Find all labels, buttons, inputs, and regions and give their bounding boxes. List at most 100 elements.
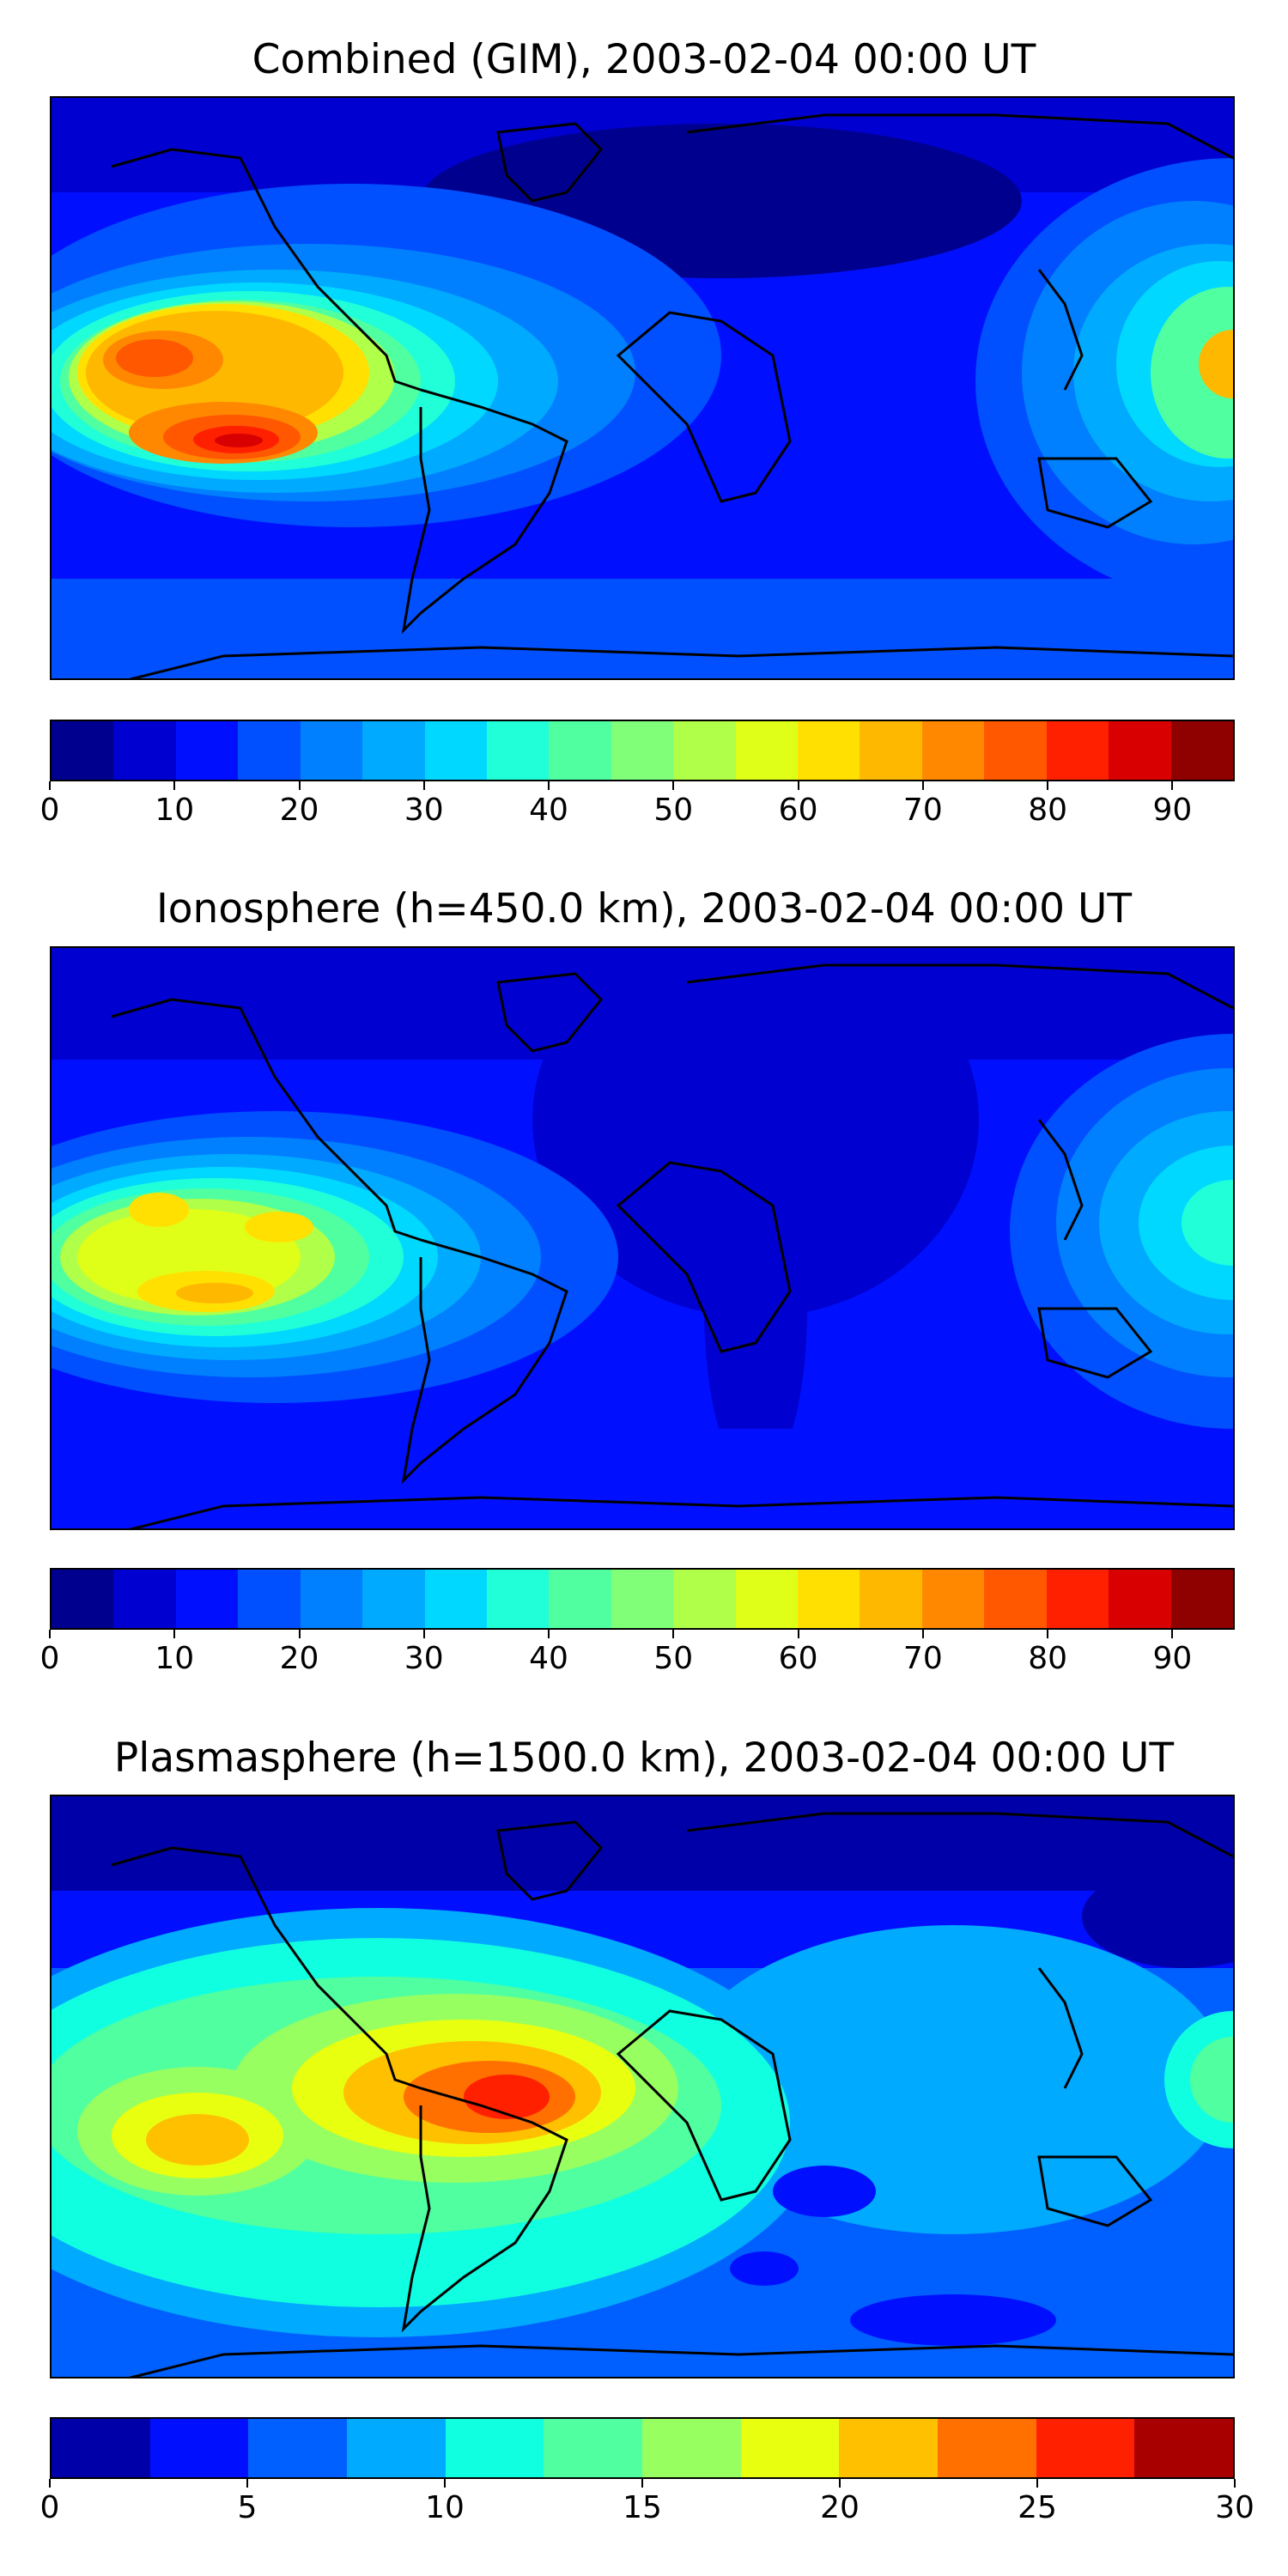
colorbar-segment [424, 721, 487, 780]
panel-1-map [50, 96, 1235, 680]
colorbar-tickmark [672, 1630, 675, 1638]
colorbar-tick-label: 20 [279, 1641, 319, 1676]
colorbar-tick-label: 50 [653, 1641, 694, 1676]
colorbar-segment [113, 721, 176, 780]
colorbar-segment [735, 721, 799, 780]
colorbar-segment [248, 2419, 348, 2477]
colorbar-tick-label: 0 [39, 1641, 60, 1676]
colorbar-tickmark [1171, 1630, 1174, 1638]
colorbar-segment [1134, 2419, 1234, 2477]
colorbar-tick-label: 60 [778, 1641, 818, 1676]
colorbar-tickmark [921, 1630, 924, 1638]
colorbar-tickmark [921, 781, 924, 790]
colorbar-tick-label: 90 [1152, 1641, 1193, 1676]
colorbar-segment [52, 721, 114, 780]
colorbar-tickmark [49, 781, 51, 790]
colorbar-segment [1170, 721, 1234, 780]
colorbar-tick-label: 0 [39, 2490, 60, 2525]
colorbar-tickmark [672, 781, 675, 790]
colorbar-tick-label: 25 [1018, 2490, 1057, 2525]
colorbar-tick-label: 15 [623, 2490, 662, 2525]
colorbar-segment [740, 2419, 840, 2477]
colorbar-segment [52, 2419, 150, 2477]
colorbar-segment [642, 2419, 741, 2477]
panel-3-title: Plasmasphere (h=1500.0 km), 2003-02-04 0… [113, 1735, 1175, 1782]
colorbar-tick-label: 5 [237, 2490, 258, 2525]
panel-1-contours [52, 98, 1233, 678]
colorbar-segment [921, 1570, 985, 1628]
colorbar-segment [362, 721, 425, 780]
colorbar-segment [549, 721, 611, 780]
colorbar-tick-label: 20 [279, 793, 319, 828]
colorbar-segment [238, 1570, 301, 1628]
colorbar-segment [673, 721, 736, 780]
colorbar-tickmark [797, 781, 799, 790]
colorbar-tickmark [444, 2479, 446, 2488]
colorbar-tick-label: 80 [1028, 793, 1067, 828]
colorbar-segment [1046, 1570, 1109, 1628]
colorbar-tick-label: 20 [820, 2490, 860, 2525]
colorbar-segment [611, 1570, 674, 1628]
colorbar-tick-label: 90 [1152, 793, 1193, 828]
colorbar-tick-label: 10 [155, 793, 195, 828]
colorbar-tickmark [173, 1630, 176, 1638]
colorbar-tick-label: 10 [155, 1641, 195, 1676]
colorbar-segment [984, 721, 1047, 780]
colorbar-tick-label: 30 [404, 1641, 444, 1676]
colorbar-segment [1109, 1570, 1171, 1628]
colorbar-segment [798, 1570, 860, 1628]
colorbar-segment [175, 721, 239, 780]
colorbar-tickmark [548, 1630, 550, 1638]
colorbar-tickmark [298, 781, 301, 790]
colorbar-tickmark [49, 2479, 51, 2488]
colorbar-tick-label: 60 [778, 793, 818, 828]
panel-3-coastlines [111, 1812, 1233, 2377]
colorbar-tickmark [641, 2479, 643, 2488]
panel-2-colorbar [50, 1568, 1235, 1630]
colorbar-segment [362, 1570, 425, 1628]
panel-3-map [50, 1795, 1235, 2379]
colorbar-segment [1036, 2419, 1135, 2477]
colorbar-segment [113, 1570, 176, 1628]
colorbar-segment [347, 2419, 446, 2477]
colorbar-tickmark [298, 1630, 301, 1638]
colorbar-tickmark [1234, 2479, 1236, 2488]
colorbar-tick-label: 80 [1028, 1641, 1067, 1676]
colorbar-tickmark [1036, 2479, 1038, 2488]
colorbar-segment [52, 1570, 114, 1628]
colorbar-segment [445, 2419, 544, 2477]
colorbar-tickmark [422, 781, 425, 790]
panel-2-coastlines [111, 963, 1233, 1528]
colorbar-segment [735, 1570, 799, 1628]
colorbar-tick-label: 70 [902, 1641, 943, 1676]
colorbar-segment [175, 1570, 239, 1628]
colorbar-segment [938, 2419, 1036, 2477]
colorbar-segment [611, 721, 674, 780]
colorbar-segment [300, 721, 363, 780]
panel-1-colorbar [50, 720, 1235, 781]
colorbar-tickmark [422, 1630, 425, 1638]
panel-2-map [50, 946, 1235, 1530]
colorbar-tick-label: 40 [529, 793, 568, 828]
panel-3-contours [52, 1796, 1233, 2377]
colorbar-tickmark [1171, 781, 1174, 790]
colorbar-tick-label: 70 [902, 793, 943, 828]
panel-3-colorbar [50, 2417, 1235, 2479]
colorbar-segment [544, 2419, 643, 2477]
panel-2-contours [52, 948, 1233, 1528]
colorbar-segment [486, 721, 550, 780]
colorbar-segment [673, 1570, 736, 1628]
colorbar-tick-label: 30 [1215, 2490, 1255, 2525]
colorbar-tickmark [49, 1630, 51, 1638]
colorbar-segment [149, 2419, 249, 2477]
colorbar-segment [839, 2419, 939, 2477]
colorbar-segment [984, 1570, 1047, 1628]
panel-1-title: Combined (GIM), 2003-02-04 00:00 UT [252, 36, 1036, 83]
colorbar-segment [1170, 1570, 1234, 1628]
colorbar-tick-label: 40 [529, 1641, 568, 1676]
colorbar-segment [798, 721, 860, 780]
colorbar-tick-label: 30 [404, 793, 444, 828]
colorbar-segment [860, 721, 922, 780]
colorbar-tickmark [1047, 781, 1049, 790]
colorbar-tickmark [173, 781, 176, 790]
